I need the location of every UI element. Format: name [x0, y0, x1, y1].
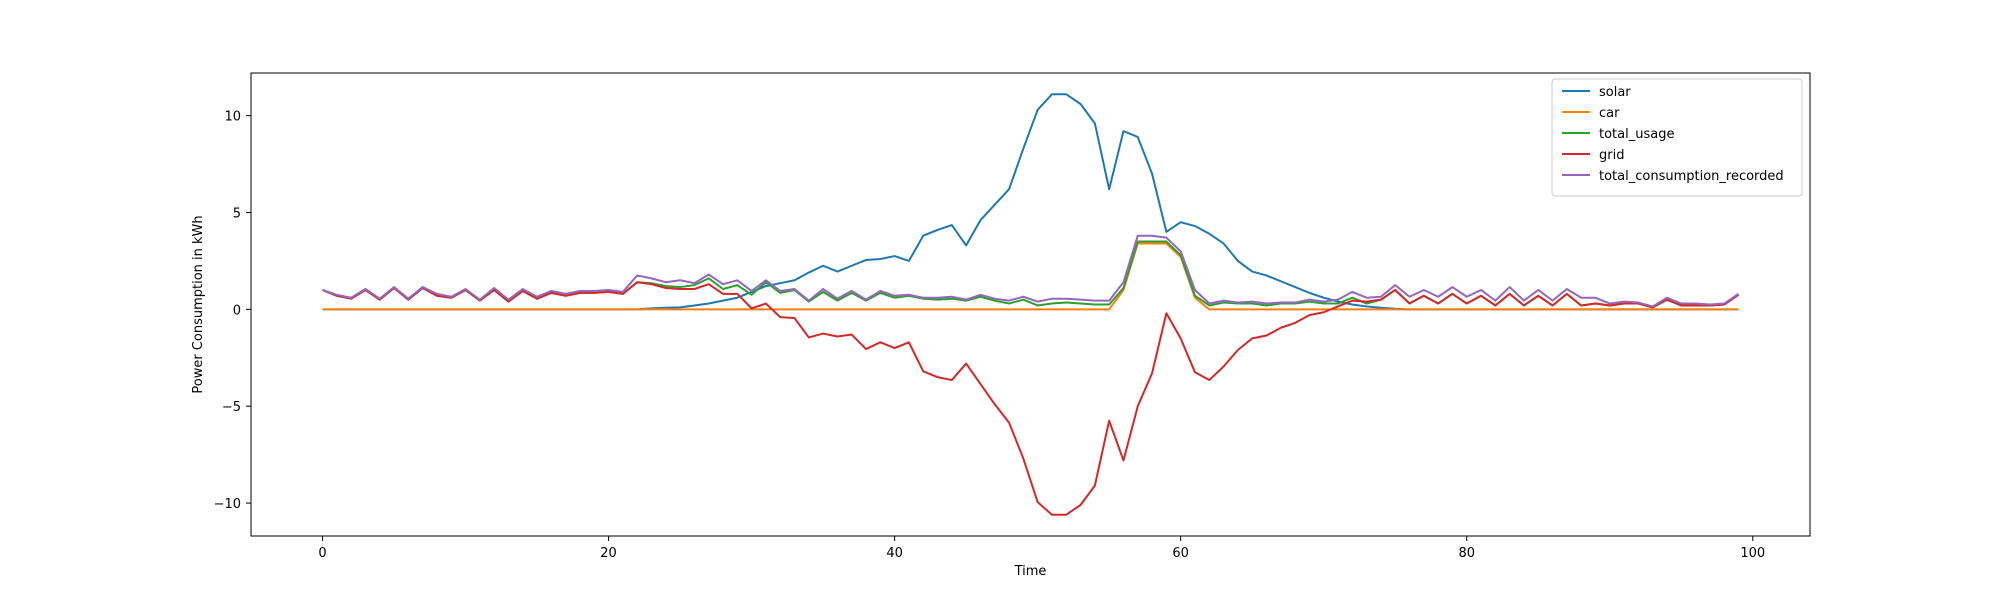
plot-lines: [322, 93, 1740, 516]
legend-label-solar: solar: [1599, 85, 1631, 100]
y-tick-label: −10: [214, 497, 241, 512]
series-line-grid: [322, 281, 1740, 516]
y-tick-label: −5: [222, 400, 241, 415]
y-tick-label: 0: [233, 303, 241, 318]
y-axis-ticks: −10 −5 0 5 10: [214, 110, 251, 512]
x-tick-label: 0: [318, 546, 326, 561]
x-axis-label: Time: [1014, 564, 1047, 579]
legend-label-car: car: [1599, 106, 1620, 121]
legend-label-grid: grid: [1599, 148, 1624, 163]
x-tick-label: 60: [1172, 546, 1189, 561]
x-tick-label: 80: [1458, 546, 1475, 561]
legend-label-total-consumption-recorded: total_consumption_recorded: [1599, 169, 1784, 184]
plot-frame: [250, 72, 1811, 537]
series-line-car: [322, 242, 1739, 311]
x-axis-ticks: 0 20 40 60 80 100: [318, 536, 1765, 561]
x-tick-label: 40: [886, 546, 903, 561]
y-axis-label: Power Consumption in kWh: [191, 215, 206, 393]
legend-box: [1551, 78, 1803, 197]
y-tick-label: 10: [224, 110, 241, 125]
x-tick-label: 20: [600, 546, 617, 561]
legend-label-total-usage: total_usage: [1599, 127, 1674, 142]
y-tick-label: 5: [233, 206, 241, 221]
x-tick-label: 100: [1740, 546, 1765, 561]
series-line-total-consumption-recorded: [322, 234, 1740, 308]
